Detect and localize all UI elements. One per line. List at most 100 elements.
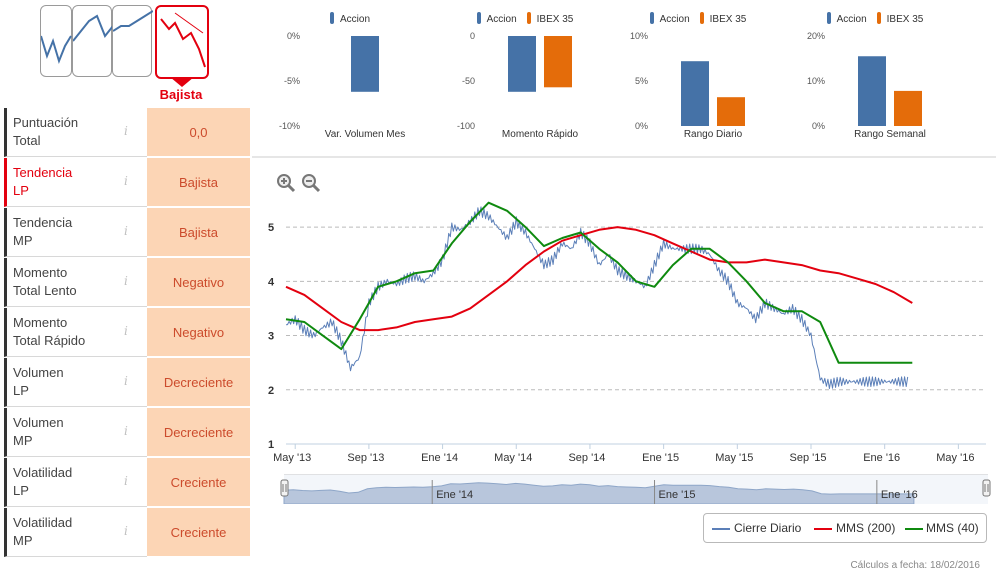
xtick-label: Ene '16 (863, 452, 900, 464)
calc-date: Cálculos a fecha: 18/02/2016 (850, 560, 980, 571)
mini-legend-item[interactable]: Accion (649, 12, 690, 25)
ytick-label: 3 (268, 331, 274, 343)
mini-legend: Accion IBEX 35 (795, 12, 965, 25)
mini-bar[interactable] (858, 56, 886, 126)
range-navigator[interactable]: Ene '14 Ene '15 Ene '16 (280, 474, 994, 504)
legend-swatch-price (712, 528, 730, 530)
mini-ytick: 5% (635, 76, 648, 86)
mini-legend-item[interactable]: IBEX 35 (526, 12, 573, 25)
mini-legend-label: Accion (339, 14, 370, 25)
mini-ytick: 0 (470, 31, 475, 41)
legend-swatch-mms200 (814, 528, 832, 530)
mini-legend-label: Accion (836, 14, 867, 25)
mini-ytick: -5% (284, 76, 300, 86)
price-chart[interactable]: 1 2 3 4 5 May '13 Sep '13 Ene '14 May '14 Sep '14… (0, 0, 996, 510)
trend-active-label: Bajista (159, 87, 203, 102)
info-icon[interactable]: i (124, 124, 128, 138)
score-row-value: Decreciente (147, 408, 250, 457)
legend-item-mms40[interactable]: MMS (40) (926, 521, 979, 535)
mini-bar[interactable] (681, 61, 709, 127)
mini-bar[interactable] (351, 36, 379, 92)
mini-bar-chart: Accion 0% -5% -10% Var. Volumen Mes (270, 8, 440, 148)
info-icon[interactable]: i (124, 524, 128, 538)
score-row-value: Decreciente (147, 358, 250, 407)
score-row: Momento Total Lento i Negativo (4, 258, 250, 308)
score-row-name: Momento Total Lento i (4, 258, 147, 307)
mini-bar-chart: Accion IBEX 35 10% 5% 0% Rango Diario (618, 8, 788, 148)
info-icon[interactable]: i (124, 324, 128, 338)
score-row-value: Creciente (147, 508, 250, 557)
ytick-label: 5 (268, 222, 274, 234)
mini-ytick: 0% (287, 31, 300, 41)
trend-down-icon (160, 12, 206, 68)
score-row: Puntuación Total i 0,0 (4, 108, 250, 158)
score-row: Volatilidad LP i Creciente (4, 458, 250, 508)
mini-legend-item[interactable]: IBEX 35 (699, 12, 746, 25)
series-line-2[interactable] (285, 201, 913, 364)
trend-option-2[interactable] (72, 5, 114, 77)
score-row-name: Momento Total Rápido i (4, 308, 147, 357)
mini-legend-label: Accion (659, 14, 690, 25)
info-icon[interactable]: i (124, 224, 128, 238)
trend-option-bajista[interactable] (155, 5, 209, 79)
mini-ytick: -50 (462, 76, 475, 86)
mini-legend-swatch (476, 12, 481, 24)
mini-legend-swatch (876, 12, 881, 24)
mini-legend-swatch (699, 12, 704, 24)
mini-ytick: 20% (807, 31, 825, 41)
legend-item-mms200[interactable]: MMS (200) (836, 521, 896, 535)
score-row-label: Momento Total Lento (13, 265, 77, 298)
score-row-label: Volatilidad MP (13, 515, 73, 548)
mini-legend-item[interactable]: Accion (826, 12, 867, 25)
score-row-name: Volatilidad MP i (4, 508, 147, 557)
score-row: Tendencia MP i Bajista (4, 208, 250, 258)
mini-bar-svg: 0 -50 -100 Momento Rápido (457, 31, 579, 140)
mini-legend-item[interactable]: IBEX 35 (876, 12, 924, 25)
info-icon[interactable]: i (124, 474, 128, 488)
mini-ytick: 10% (630, 31, 648, 41)
xtick-label: May '15 (715, 452, 753, 464)
trend-option-3[interactable] (112, 5, 154, 77)
mini-legend-label: IBEX 35 (886, 14, 924, 25)
mini-legend-item[interactable]: Accion (476, 12, 517, 25)
mini-bar[interactable] (894, 90, 922, 126)
score-row-label: Volatilidad LP (13, 465, 73, 498)
mini-bar[interactable] (508, 36, 536, 92)
mini-legend-item[interactable]: Accion (329, 12, 370, 25)
mini-legend-label: Accion (486, 14, 517, 25)
mini-bar[interactable] (717, 97, 745, 126)
info-icon[interactable]: i (124, 374, 128, 388)
mini-legend-swatch (649, 12, 654, 24)
score-row: Volatilidad MP i Creciente (4, 508, 250, 558)
info-icon[interactable]: i (124, 274, 128, 288)
navigator-handle[interactable] (280, 479, 289, 497)
legend-item-price[interactable]: Cierre Diario (734, 521, 802, 535)
mini-ytick: 10% (807, 76, 825, 86)
mini-legend: Accion (270, 12, 440, 25)
xtick-label: May '14 (494, 452, 532, 464)
trend-option-1[interactable] (40, 5, 72, 77)
legend-swatch-mms40 (905, 528, 923, 530)
xtick-label: Ene '14 (421, 452, 458, 464)
score-row: Momento Total Rápido i Negativo (4, 308, 250, 358)
xtick-label: Ene '15 (642, 452, 679, 464)
score-row-value: Negativo (147, 308, 250, 357)
score-row-label: Volumen LP (13, 365, 64, 398)
score-row-label: Tendencia MP (13, 215, 73, 248)
info-icon[interactable]: i (124, 424, 128, 438)
xtick-label: May '13 (273, 452, 311, 464)
trend-sparkline-icon (112, 10, 154, 32)
score-row-name: Puntuación Total i (4, 108, 147, 157)
mini-legend-swatch (329, 12, 334, 24)
mini-chart-title: Rango Diario (684, 129, 743, 140)
mini-bar[interactable] (544, 36, 572, 88)
navigator-handle[interactable] (982, 479, 991, 497)
series-line-0[interactable] (285, 206, 909, 390)
info-icon[interactable]: i (124, 174, 128, 188)
score-row-label: Volumen MP (13, 415, 64, 448)
navigator-label: Ene '16 (881, 489, 918, 501)
mini-ytick: -10% (279, 121, 300, 131)
zoom-out-icon[interactable] (301, 173, 321, 198)
zoom-in-icon[interactable] (276, 173, 296, 198)
series-line-1[interactable] (285, 226, 913, 332)
